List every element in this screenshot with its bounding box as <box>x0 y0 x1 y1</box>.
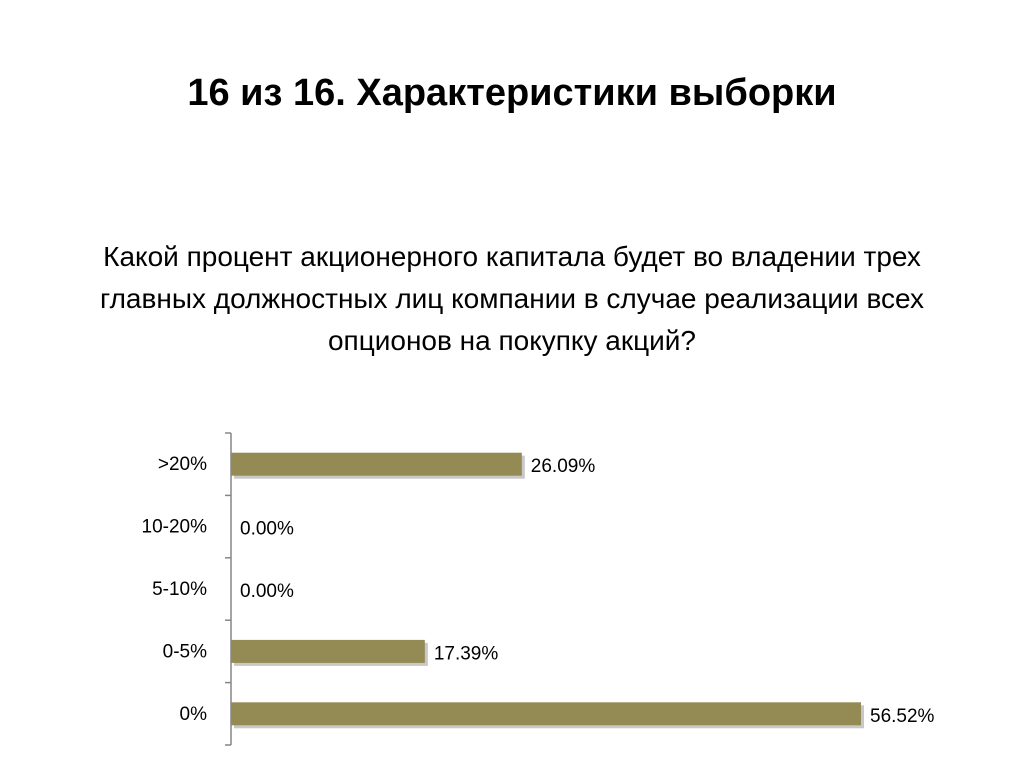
value-label: 17.39% <box>434 643 499 664</box>
bar <box>231 702 861 726</box>
bar <box>231 639 425 663</box>
survey-question: Какой процент акционерного капитала буде… <box>99 241 924 356</box>
category-label: 10-20% <box>142 517 208 538</box>
bar <box>231 452 522 476</box>
value-label: 26.09% <box>531 456 596 477</box>
value-label: 0.00% <box>240 581 294 602</box>
value-label: 56.52% <box>870 706 935 727</box>
category-label: >20% <box>158 454 207 475</box>
value-label: 0.00% <box>240 519 294 540</box>
category-label: 0% <box>180 704 208 725</box>
category-label: 5-10% <box>152 579 207 600</box>
slide-title: 16 из 16. Характеристики выборки <box>187 72 837 114</box>
category-label: 0-5% <box>163 641 207 662</box>
